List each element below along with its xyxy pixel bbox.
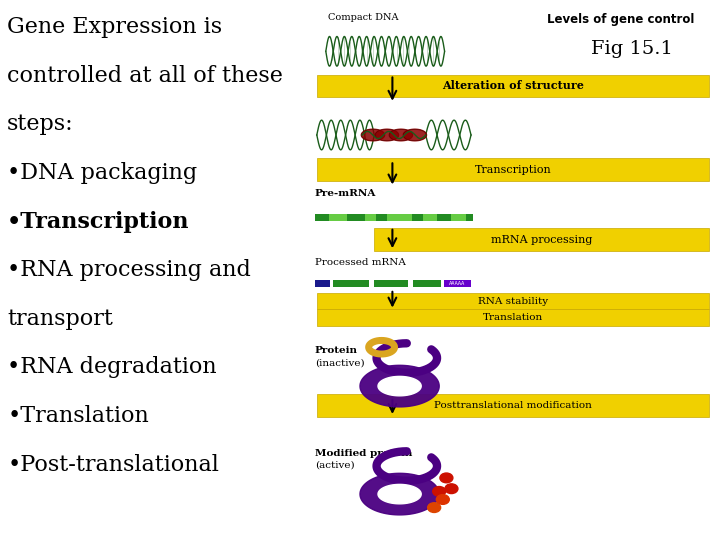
FancyBboxPatch shape (317, 293, 709, 309)
Circle shape (436, 495, 449, 504)
Text: AAAAA: AAAAA (449, 281, 465, 286)
FancyBboxPatch shape (315, 214, 473, 221)
Text: Translation: Translation (483, 313, 543, 322)
Text: RNA stability: RNA stability (478, 297, 548, 306)
Polygon shape (390, 129, 413, 141)
Polygon shape (361, 129, 384, 141)
Text: •Transcription: •Transcription (7, 211, 189, 233)
FancyBboxPatch shape (317, 75, 709, 97)
Text: transport: transport (7, 308, 113, 330)
Polygon shape (378, 484, 421, 504)
Text: Alteration of structure: Alteration of structure (442, 80, 584, 91)
FancyBboxPatch shape (329, 214, 347, 221)
Circle shape (440, 473, 453, 483)
Circle shape (445, 484, 458, 494)
FancyBboxPatch shape (315, 280, 330, 287)
Text: controlled at all of these: controlled at all of these (7, 65, 283, 87)
Text: Modified protein: Modified protein (315, 449, 412, 458)
Text: •RNA degradation: •RNA degradation (7, 356, 217, 379)
FancyBboxPatch shape (333, 280, 369, 287)
Text: Gene Expression is: Gene Expression is (7, 16, 222, 38)
Polygon shape (360, 474, 439, 515)
Text: Transcription: Transcription (474, 165, 552, 174)
Text: •Translation: •Translation (7, 405, 149, 427)
Text: (active): (active) (315, 460, 354, 469)
Text: •Post-translational: •Post-translational (7, 454, 219, 476)
Text: •DNA packaging: •DNA packaging (7, 162, 197, 184)
FancyBboxPatch shape (423, 214, 437, 221)
Text: •RNA processing and: •RNA processing and (7, 259, 251, 281)
FancyBboxPatch shape (365, 214, 376, 221)
Text: (inactive): (inactive) (315, 359, 364, 368)
FancyBboxPatch shape (374, 228, 709, 251)
Text: Processed mRNA: Processed mRNA (315, 258, 405, 267)
FancyBboxPatch shape (317, 309, 709, 326)
Text: Compact DNA: Compact DNA (328, 14, 398, 23)
Text: Protein: Protein (315, 346, 358, 355)
Polygon shape (360, 366, 439, 407)
Polygon shape (375, 129, 399, 141)
Circle shape (433, 487, 446, 496)
Text: Fig 15.1: Fig 15.1 (591, 40, 673, 58)
Text: mRNA processing: mRNA processing (491, 235, 593, 245)
Text: steps:: steps: (7, 113, 74, 136)
Circle shape (428, 503, 441, 512)
Text: Pre-mRNA: Pre-mRNA (315, 189, 376, 198)
FancyBboxPatch shape (317, 394, 709, 417)
FancyBboxPatch shape (374, 280, 408, 287)
Text: Posttranslational modification: Posttranslational modification (434, 401, 592, 410)
Polygon shape (403, 129, 426, 141)
FancyBboxPatch shape (451, 214, 466, 221)
FancyBboxPatch shape (317, 158, 709, 181)
FancyBboxPatch shape (387, 214, 412, 221)
FancyBboxPatch shape (413, 280, 441, 287)
Text: Levels of gene control: Levels of gene control (547, 14, 695, 26)
Polygon shape (378, 376, 421, 396)
FancyBboxPatch shape (444, 280, 471, 287)
